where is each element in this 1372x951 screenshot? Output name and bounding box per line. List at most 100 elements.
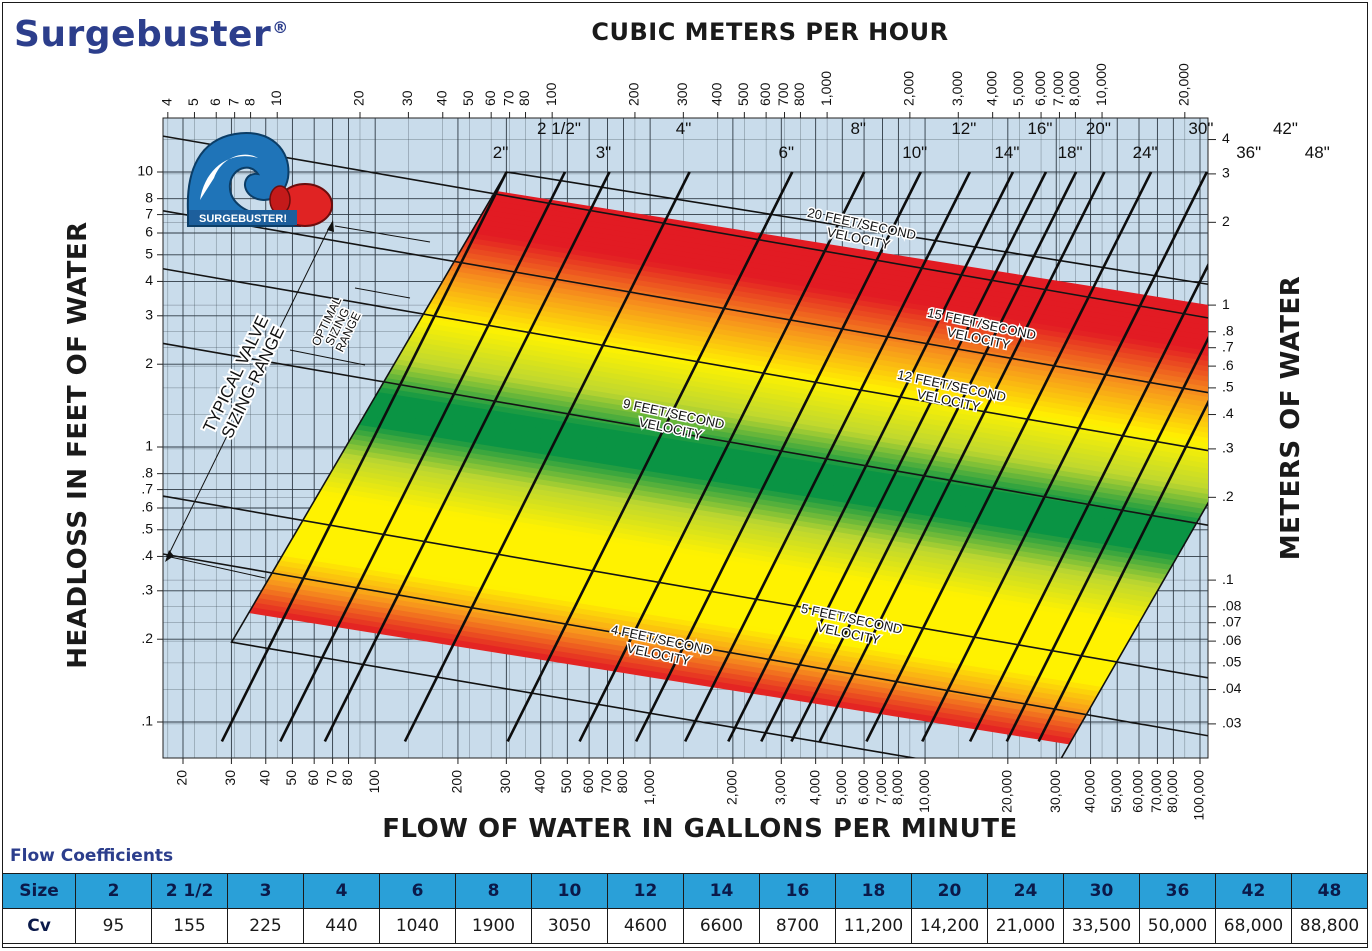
x-tick-label-m3h: 3,000: [949, 71, 965, 106]
x-tick-label-gpm: 4,000: [806, 770, 822, 805]
y-tick-label-m: 2: [1222, 213, 1230, 229]
size-cell: 30: [1063, 873, 1140, 909]
y-tick-label-m: .6: [1222, 357, 1234, 373]
valve-line: [921, 171, 1208, 742]
y-tick-label-ft: .3: [141, 581, 153, 597]
x-tick-label-m3h: 4,000: [983, 71, 999, 106]
x-tick-label-m3h: 500: [735, 82, 751, 106]
valve-line: [1037, 399, 1208, 742]
band-strip: [231, 513, 1208, 758]
x-tick-label-gpm: 200: [449, 770, 465, 794]
x-tick-label-gpm: 40,000: [1081, 770, 1097, 813]
valve-size-label: 42": [1273, 119, 1298, 138]
band-strip: [231, 477, 1208, 758]
valve-size-label: 8": [850, 119, 866, 138]
y-tick-label-ft: .7: [141, 480, 153, 496]
band-strip: [231, 488, 1208, 758]
x-tick-label-gpm: 40: [256, 770, 272, 786]
cv-cell: 1040: [379, 908, 456, 944]
x-tick-label-m3h: 10: [268, 90, 284, 106]
x-tick-label-gpm: 7,000: [873, 770, 889, 805]
x-tick-label-m3h: 300: [674, 82, 690, 106]
size-cell: 12: [607, 873, 684, 909]
y-tick-label-m: .3: [1222, 440, 1234, 456]
band-strip: [231, 498, 1208, 758]
x-tick-label-m3h: 8,000: [1066, 71, 1082, 106]
y-tick-label-ft: 10: [137, 163, 153, 179]
y-tick-label-ft: .2: [141, 630, 153, 646]
size-cell: 4: [303, 873, 380, 909]
size-cell: 6: [379, 873, 456, 909]
x-tick-label-m3h: 700: [775, 82, 791, 106]
x-tick-label-m3h: 600: [757, 82, 773, 106]
x-tick-label-gpm: 20,000: [999, 770, 1015, 813]
cv-cell: 50,000: [1139, 908, 1216, 944]
y-tick-label-ft: 1: [145, 438, 153, 454]
x-tick-label-m3h: 4: [159, 98, 175, 106]
y-tick-label-ft: 3: [145, 306, 153, 322]
x-tick-label-m3h: 1,000: [818, 71, 834, 106]
cv-cell: 8700: [759, 908, 836, 944]
x-tick-label-m3h: 60: [482, 90, 498, 106]
valve-line: [506, 171, 794, 742]
x-tick-label-m3h: 40: [433, 90, 449, 106]
x-tick-label-m3h: 10,000: [1093, 63, 1109, 106]
x-tick-label-gpm: 60: [305, 770, 321, 786]
size-cell: 10: [531, 873, 608, 909]
valve-size-label: 14": [994, 143, 1019, 162]
surgebuster-logo: SURGEBUSTER!: [186, 132, 333, 227]
velocity-line: [163, 495, 1208, 679]
valve-size-label: 2": [493, 143, 509, 162]
valve-line: [323, 171, 611, 742]
cv-cell: 4600: [607, 908, 684, 944]
x-tick-label-gpm: 500: [558, 770, 574, 794]
y-tick-label-ft: 4: [145, 272, 153, 288]
size-cell: 36: [1139, 873, 1216, 909]
x-tick-label-gpm: 30,000: [1047, 770, 1063, 813]
cv-header: Cv: [2, 908, 76, 944]
x-tick-label-gpm: 5,000: [833, 770, 849, 805]
band-strip: [231, 436, 1208, 758]
x-tick-label-gpm: 700: [598, 770, 614, 794]
valve-size-label: 30": [1188, 119, 1213, 138]
valve-line: [790, 171, 1078, 742]
typical-arrow-head-high: [327, 220, 334, 232]
x-tick-label-gpm: 50,000: [1108, 770, 1124, 813]
valve-line: [403, 171, 691, 742]
valve-size-label: 4": [676, 119, 692, 138]
band-strip: [231, 482, 1208, 758]
valve-line: [220, 171, 508, 742]
band-strip: [231, 447, 1208, 758]
brand-title: Surgebuster®: [14, 14, 289, 55]
valve-line: [578, 171, 866, 742]
typical-range-arrow: [167, 225, 331, 557]
valve-size-label: 6": [779, 143, 795, 162]
size-cell: 20: [911, 873, 988, 909]
y-tick-label-m: .7: [1222, 338, 1234, 354]
x-tick-label-m3h: 80: [516, 90, 532, 106]
valve-size-label: 10": [902, 143, 927, 162]
velocity-line: [163, 210, 1208, 394]
y-tick-label-ft: 7: [145, 205, 153, 221]
x-tick-label-m3h: 7,000: [1050, 71, 1066, 106]
x-tick-label-m3h: 2,000: [901, 71, 917, 106]
x-tick-label-gpm: 1,000: [641, 770, 657, 805]
x-tick-label-m3h: 50: [460, 90, 476, 106]
valve-line: [760, 171, 1048, 742]
valve-size-label: 16": [1027, 119, 1052, 138]
cv-cell: 3050: [531, 908, 608, 944]
y-tick-label-ft: .1: [141, 713, 153, 729]
cv-cell: 225: [227, 908, 304, 944]
valve-size-label: 48": [1305, 143, 1330, 162]
y-tick-label-ft: .8: [141, 464, 153, 480]
velocity-line: [163, 342, 1208, 527]
band-strip: [231, 452, 1208, 758]
cv-cell: 88,800: [1291, 908, 1368, 944]
valve-size-label: 3": [596, 143, 612, 162]
y-tick-label-m: .2: [1222, 488, 1234, 504]
x-tick-label-m3h: 200: [626, 82, 642, 106]
y-tick-label-m: 1: [1222, 296, 1230, 312]
band-outline: [230, 171, 1208, 758]
